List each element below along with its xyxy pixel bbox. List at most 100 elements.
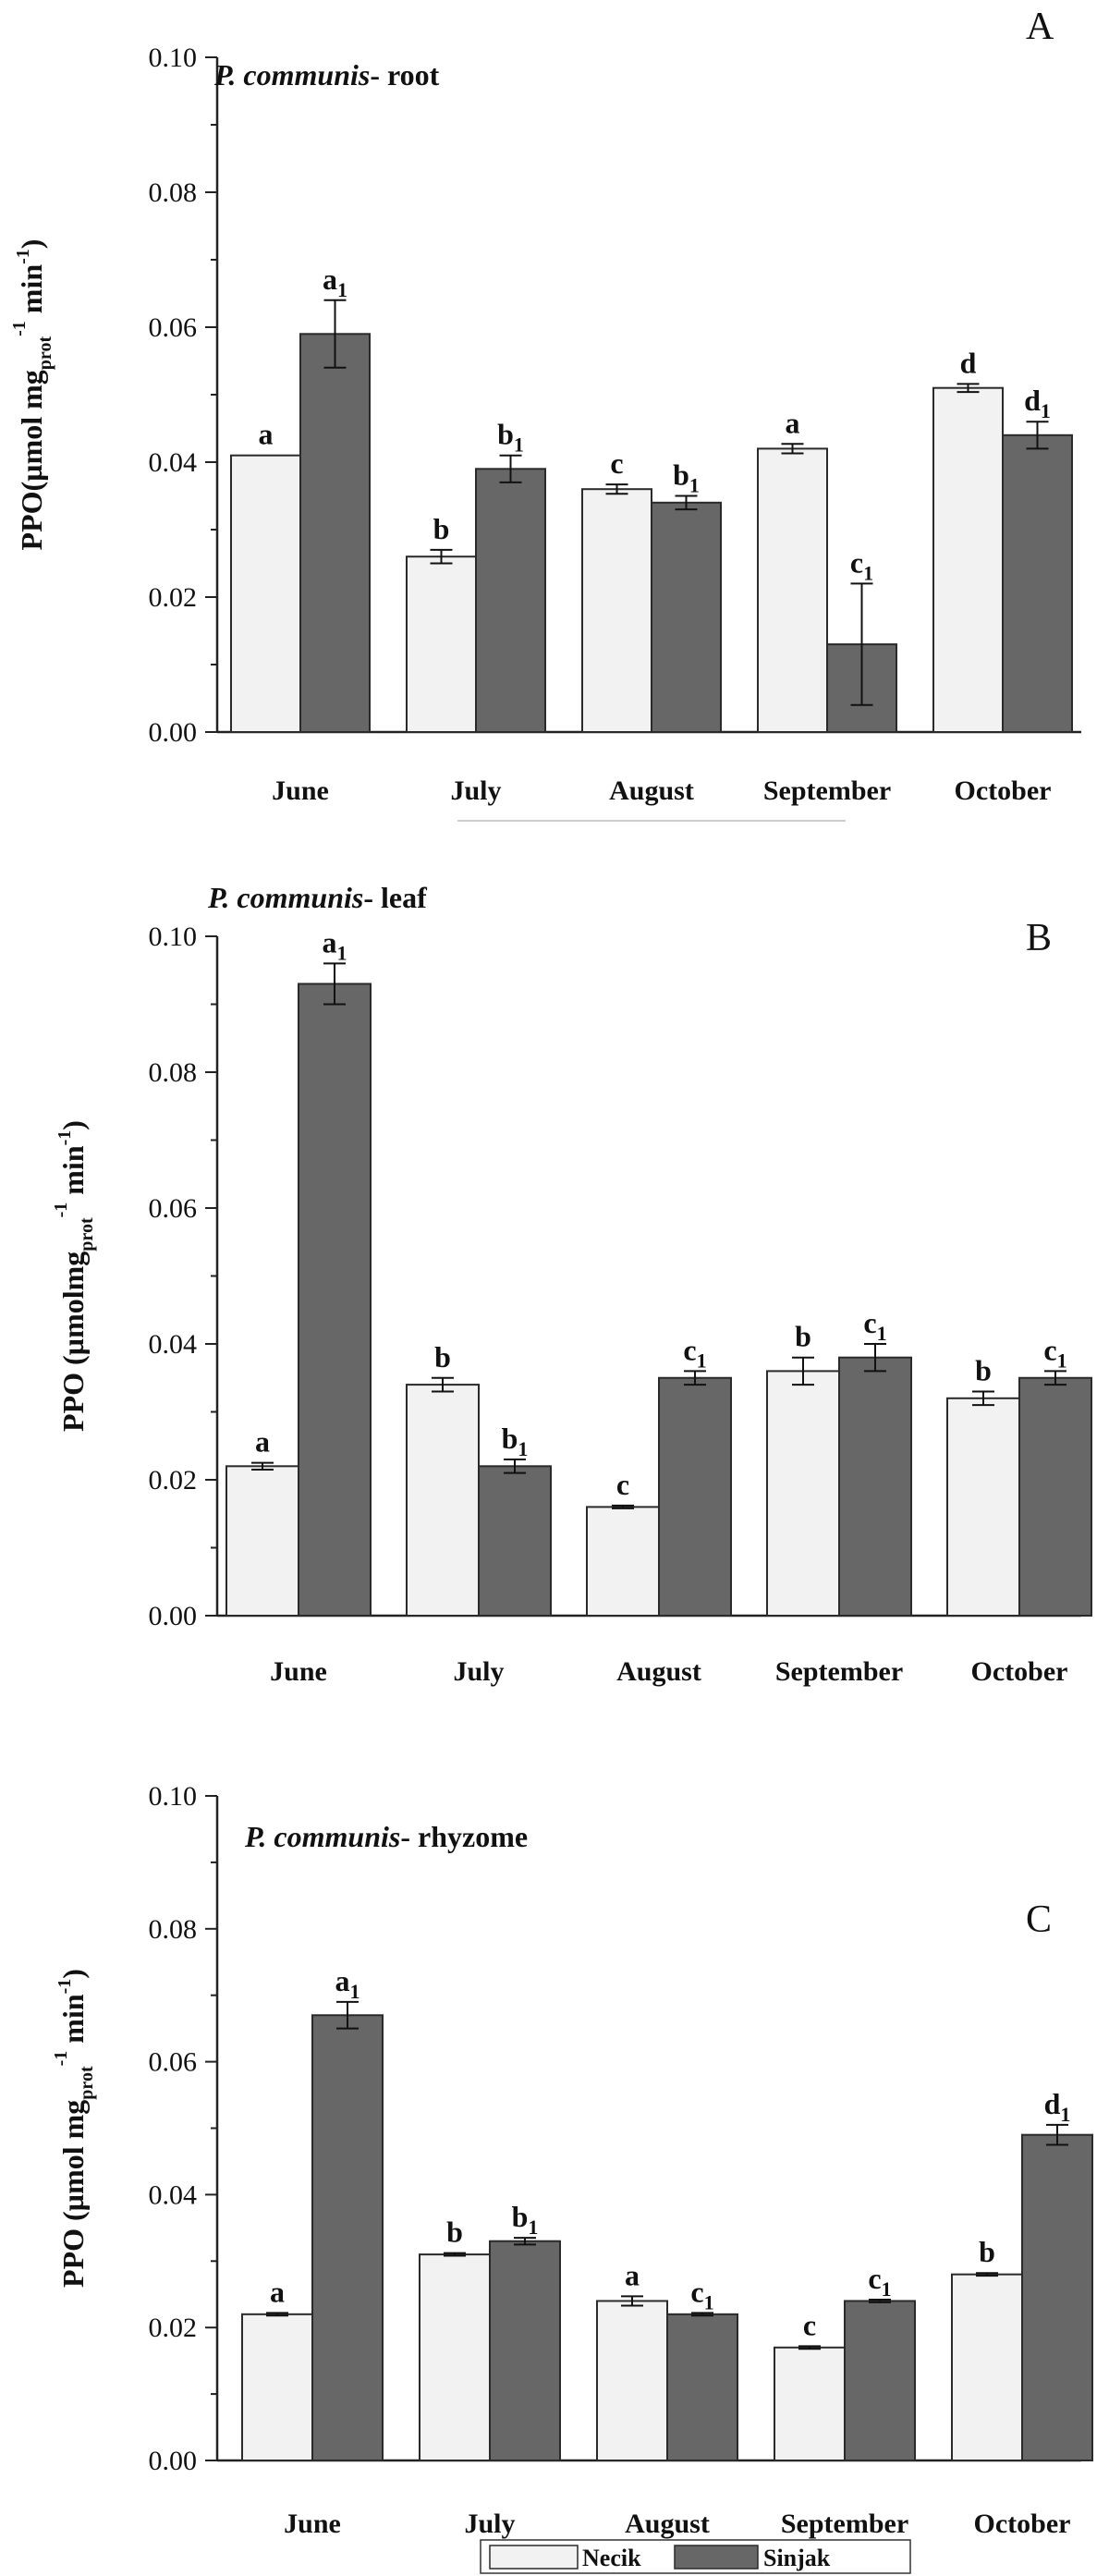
significance-label: a1	[323, 925, 347, 964]
y-tick-label: 0.02	[149, 1465, 198, 1496]
significance-label: b1	[673, 458, 700, 497]
significance-label: b1	[502, 1422, 529, 1460]
panel-letter: A	[1026, 6, 1054, 48]
legend-swatch-necik	[489, 2545, 579, 2570]
bar-necik	[406, 555, 477, 734]
significance-label: b1	[497, 418, 524, 457]
bar-necik	[946, 1397, 1020, 1618]
y-tick-label: 0.02	[149, 2313, 198, 2343]
y-tick-label: 0.04	[149, 2179, 198, 2210]
bar-sinjak	[475, 468, 546, 733]
bar-necik	[951, 2273, 1023, 2461]
bar-sinjak	[651, 501, 722, 733]
significance-label: c1	[850, 545, 873, 584]
y-tick-label: 0.10	[149, 1781, 198, 1812]
bar-sinjak	[298, 983, 372, 1617]
x-tick-label: June	[270, 1656, 327, 1687]
legend-swatch-sinjak	[674, 2545, 759, 2570]
significance-label: b	[975, 1353, 992, 1386]
y-tick-label: 0.00	[149, 1601, 198, 1631]
chart-panel-c: 0.00 0.02 0.04 0.06 0.08 0.10 a a1 June b b1 July a c…	[51, 1781, 1093, 2539]
y-tick-label: 0.00	[149, 2446, 198, 2476]
y-axis-label: PPO (µmolmgprot-1 min-1)	[51, 1120, 97, 1432]
bar-necik	[406, 1384, 480, 1617]
significance-label: c1	[863, 1306, 886, 1345]
significance-label: a1	[323, 262, 347, 301]
x-tick-label: August	[616, 1656, 701, 1687]
significance-label: a	[786, 406, 800, 439]
x-tick-label: July	[464, 2509, 515, 2539]
significance-label: c	[616, 1468, 629, 1501]
legend-label-sinjak: Sinjak	[763, 2545, 831, 2571]
bar-necik	[241, 2313, 313, 2462]
significance-label: c1	[690, 2275, 713, 2314]
significance-label: b	[979, 2235, 995, 2268]
y-axis-label: PPO (µmol mgprot-1 min-1)	[51, 1969, 97, 2288]
y-axis-label: PPO(µmol mgprot-1 min-1)	[9, 239, 55, 551]
significance-label: a	[270, 2275, 285, 2308]
y-tick-label: 0.06	[149, 312, 198, 343]
bar-sinjak	[311, 2014, 384, 2462]
x-tick-label: June	[284, 2509, 341, 2539]
y-tick-label: 0.08	[149, 1057, 198, 1088]
y-tick-label: 0.04	[149, 447, 198, 478]
significance-label: a	[259, 418, 274, 451]
x-tick-label: September	[775, 1656, 903, 1687]
bar-sinjak	[478, 1465, 552, 1618]
significance-label: d	[960, 346, 977, 379]
bar-necik	[757, 447, 828, 733]
x-tick-label: October	[955, 775, 1052, 806]
y-tick-label: 0.08	[149, 1914, 198, 1945]
x-tick-label: August	[625, 2509, 710, 2539]
panel-title: P. communis- leaf	[207, 881, 427, 914]
x-tick-label: October	[974, 2509, 1071, 2539]
significance-label: c	[803, 2308, 816, 2341]
chart-panel-b: 0.00 0.02 0.04 0.06 0.08 0.10 a a1 June b b1 July c c…	[51, 881, 1092, 1687]
significance-label: b	[434, 1340, 451, 1373]
bar-sinjak	[299, 333, 371, 733]
bar-necik	[932, 386, 1004, 733]
chart-panel-a: 0.00 0.02 0.04 0.06 0.08 0.10 a a1 June b b1 July c b…	[9, 6, 1081, 822]
significance-label: d1	[1044, 2087, 1071, 2126]
significance-label: c1	[868, 2262, 891, 2301]
significance-label: c1	[1043, 1333, 1066, 1372]
bar-sinjak	[1018, 1376, 1092, 1617]
bar-necik	[766, 1370, 840, 1618]
bar-necik	[225, 1465, 299, 1618]
y-tick-label: 0.00	[149, 717, 198, 748]
bar-sinjak	[658, 1376, 732, 1617]
significance-label: b1	[512, 2200, 539, 2239]
panel-title: P. communis- root	[213, 58, 440, 92]
bar-sinjak	[666, 2313, 738, 2462]
y-tick-label: 0.08	[149, 177, 198, 208]
y-tick-label: 0.06	[149, 2047, 198, 2078]
legend: Necik Sinjak	[480, 2539, 911, 2574]
significance-label: b	[433, 512, 450, 545]
significance-label: a	[255, 1425, 270, 1459]
x-tick-label: June	[272, 775, 329, 806]
significance-label: d1	[1024, 384, 1051, 422]
bar-necik	[586, 1506, 660, 1618]
panel-letter: B	[1026, 917, 1052, 959]
bar-sinjak	[1021, 2133, 1093, 2461]
x-tick-label: October	[971, 1656, 1068, 1687]
bar-necik	[581, 488, 652, 733]
panel-title: P. communis- rhyzome	[244, 1820, 528, 1853]
x-tick-label: August	[609, 775, 694, 806]
x-tick-label: September	[781, 2509, 908, 2539]
significance-label: c	[610, 446, 623, 480]
y-tick-label: 0.10	[149, 43, 198, 73]
significance-label: b	[446, 2216, 463, 2249]
panel-letter: C	[1026, 1898, 1052, 1941]
bar-sinjak	[838, 1356, 912, 1617]
y-tick-label: 0.04	[149, 1329, 198, 1360]
bar-necik	[419, 2253, 491, 2462]
bar-sinjak	[844, 2300, 916, 2461]
x-tick-label: July	[453, 1656, 504, 1687]
x-tick-label: July	[450, 775, 501, 806]
x-tick-label: September	[763, 775, 891, 806]
y-tick-label: 0.06	[149, 1193, 198, 1224]
bar-necik	[774, 2346, 846, 2462]
y-tick-label: 0.02	[149, 582, 198, 613]
